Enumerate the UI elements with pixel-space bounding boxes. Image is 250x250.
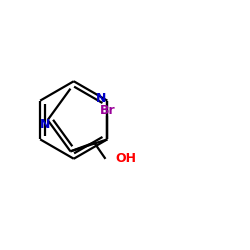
Text: N: N [40,118,50,132]
Text: N: N [96,92,106,104]
Text: Br: Br [100,104,115,117]
Text: OH: OH [115,152,136,165]
